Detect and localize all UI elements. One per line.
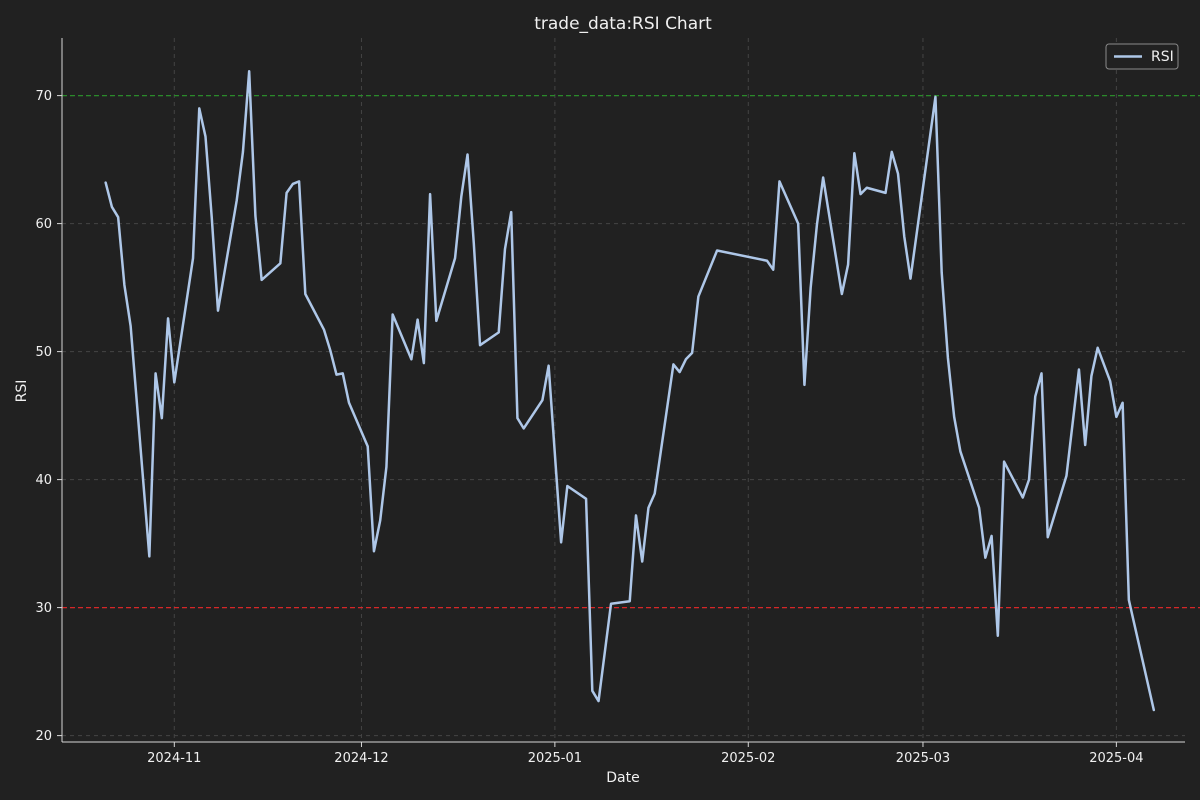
series-layer [104, 70, 1156, 712]
x-tick-label: 2024-12 [334, 751, 388, 766]
series-line-rsi [104, 70, 1156, 712]
y-tick-label: 60 [35, 217, 52, 232]
y-tick-label: 40 [35, 473, 52, 488]
y-tick-label: 20 [35, 729, 52, 744]
y-tick-label: 70 [35, 89, 52, 104]
x-tick-label: 2025-04 [1089, 751, 1143, 766]
x-tick-label: 2025-01 [528, 751, 582, 766]
y-tick-label: 50 [35, 345, 52, 360]
x-axis-label: Date [606, 770, 639, 786]
y-tick-label: 30 [35, 601, 52, 616]
x-tick-label: 2024-11 [147, 751, 201, 766]
chart-title: trade_data:RSI Chart [534, 14, 712, 34]
reference-lines [62, 94, 1200, 609]
x-ticks: 2024-11 2024-12 2025-01 2025-02 2025-03 2025-… [147, 742, 1144, 766]
y-ticks: 20 30 40 50 60 70 [35, 89, 62, 744]
x-tick-label: 2025-02 [721, 751, 775, 766]
grid-layer [62, 38, 1185, 742]
legend: RSI [1105, 43, 1179, 70]
legend-label-rsi: RSI [1151, 49, 1174, 65]
y-axis-label: RSI [14, 380, 30, 403]
axes-layer [61, 38, 1185, 743]
x-tick-label: 2025-03 [896, 751, 950, 766]
